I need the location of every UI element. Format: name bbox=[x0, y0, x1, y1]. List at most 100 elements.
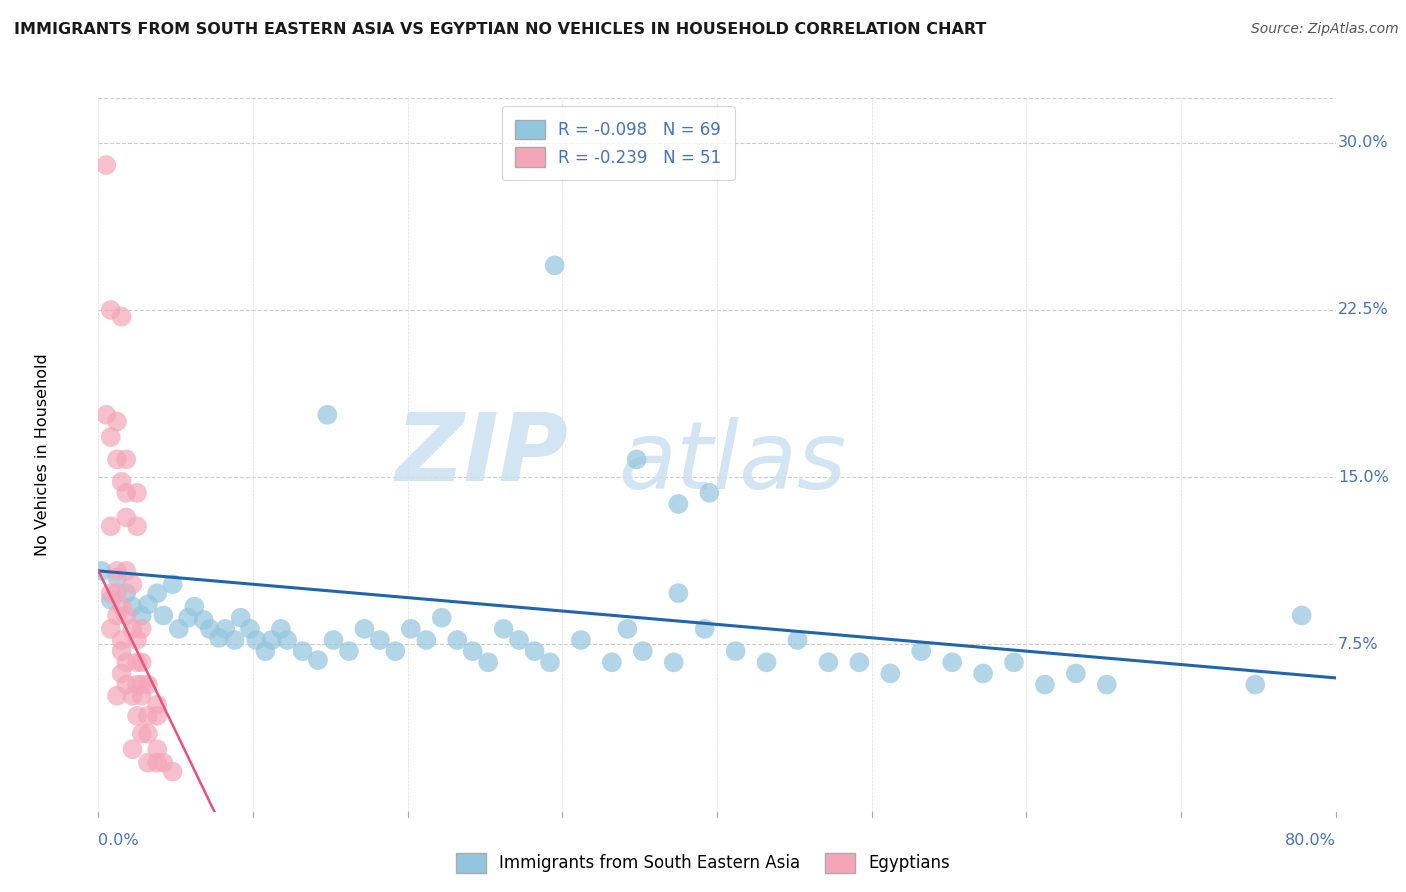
Point bbox=[1033, 678, 1056, 692]
Point bbox=[100, 586, 122, 600]
Point bbox=[600, 655, 623, 669]
Point bbox=[786, 633, 808, 648]
Point bbox=[569, 633, 592, 648]
Legend: Immigrants from South Eastern Asia, Egyptians: Immigrants from South Eastern Asia, Egyp… bbox=[449, 847, 957, 880]
Point bbox=[322, 633, 344, 648]
Point bbox=[131, 689, 153, 703]
Point bbox=[131, 608, 153, 623]
Point bbox=[353, 622, 375, 636]
Point bbox=[115, 510, 138, 524]
Point bbox=[115, 586, 138, 600]
Point bbox=[879, 666, 901, 681]
Point bbox=[446, 633, 468, 648]
Point bbox=[121, 577, 143, 591]
Point bbox=[105, 608, 128, 623]
Point bbox=[100, 303, 122, 318]
Point bbox=[666, 586, 689, 600]
Point bbox=[136, 678, 159, 692]
Point bbox=[105, 564, 128, 578]
Point bbox=[270, 622, 292, 636]
Point bbox=[430, 611, 453, 625]
Point bbox=[666, 497, 689, 511]
Point bbox=[492, 622, 515, 636]
Point bbox=[127, 519, 149, 533]
Legend: R = -0.098   N = 69, R = -0.239   N = 51: R = -0.098 N = 69, R = -0.239 N = 51 bbox=[502, 106, 735, 180]
Text: 30.0%: 30.0% bbox=[1339, 136, 1389, 150]
Point bbox=[543, 259, 565, 273]
Point bbox=[337, 644, 360, 658]
Point bbox=[724, 644, 747, 658]
Point bbox=[136, 708, 159, 723]
Point bbox=[152, 608, 174, 623]
Point bbox=[96, 408, 118, 422]
Point bbox=[146, 708, 169, 723]
Point bbox=[162, 764, 184, 779]
Text: 15.0%: 15.0% bbox=[1339, 470, 1389, 484]
Point bbox=[131, 726, 153, 740]
Point bbox=[152, 756, 174, 770]
Point bbox=[276, 633, 298, 648]
Point bbox=[910, 644, 932, 658]
Point bbox=[193, 613, 215, 627]
Point bbox=[111, 666, 132, 681]
Point bbox=[307, 653, 329, 667]
Point bbox=[1291, 608, 1313, 623]
Point bbox=[115, 678, 138, 692]
Point bbox=[90, 564, 112, 578]
Point bbox=[693, 622, 716, 636]
Text: 7.5%: 7.5% bbox=[1339, 637, 1379, 652]
Point bbox=[1095, 678, 1118, 692]
Point bbox=[146, 698, 169, 712]
Point bbox=[127, 633, 149, 648]
Point bbox=[177, 611, 200, 625]
Point bbox=[384, 644, 406, 658]
Point bbox=[146, 756, 169, 770]
Text: No Vehicles in Household: No Vehicles in Household bbox=[35, 353, 51, 557]
Point bbox=[399, 622, 422, 636]
Point bbox=[121, 622, 143, 636]
Point bbox=[817, 655, 839, 669]
Point bbox=[121, 599, 143, 614]
Point bbox=[461, 644, 484, 658]
Point bbox=[127, 678, 149, 692]
Point bbox=[131, 678, 153, 692]
Text: 80.0%: 80.0% bbox=[1285, 833, 1336, 848]
Point bbox=[111, 644, 132, 658]
Point bbox=[100, 430, 122, 444]
Point bbox=[111, 310, 132, 324]
Point bbox=[523, 644, 546, 658]
Point bbox=[111, 475, 132, 489]
Point bbox=[115, 655, 138, 669]
Point bbox=[100, 622, 122, 636]
Point bbox=[105, 586, 128, 600]
Point bbox=[167, 622, 190, 636]
Point bbox=[755, 655, 778, 669]
Point bbox=[127, 655, 149, 669]
Text: 0.0%: 0.0% bbox=[98, 833, 139, 848]
Point bbox=[239, 622, 262, 636]
Point bbox=[127, 485, 149, 500]
Point bbox=[254, 644, 277, 658]
Point bbox=[115, 452, 138, 467]
Point bbox=[131, 655, 153, 669]
Point bbox=[136, 598, 159, 612]
Point bbox=[131, 622, 153, 636]
Point bbox=[508, 633, 530, 648]
Point bbox=[291, 644, 314, 658]
Text: 22.5%: 22.5% bbox=[1339, 302, 1389, 318]
Point bbox=[121, 689, 143, 703]
Point bbox=[121, 742, 143, 756]
Point bbox=[115, 564, 138, 578]
Point bbox=[245, 633, 267, 648]
Point bbox=[1002, 655, 1025, 669]
Point bbox=[146, 586, 169, 600]
Point bbox=[941, 655, 963, 669]
Point bbox=[229, 611, 252, 625]
Point bbox=[662, 655, 685, 669]
Point bbox=[368, 633, 391, 648]
Point bbox=[1244, 678, 1267, 692]
Point bbox=[972, 666, 994, 681]
Text: ZIP: ZIP bbox=[395, 409, 568, 501]
Point bbox=[198, 622, 221, 636]
Point bbox=[616, 622, 638, 636]
